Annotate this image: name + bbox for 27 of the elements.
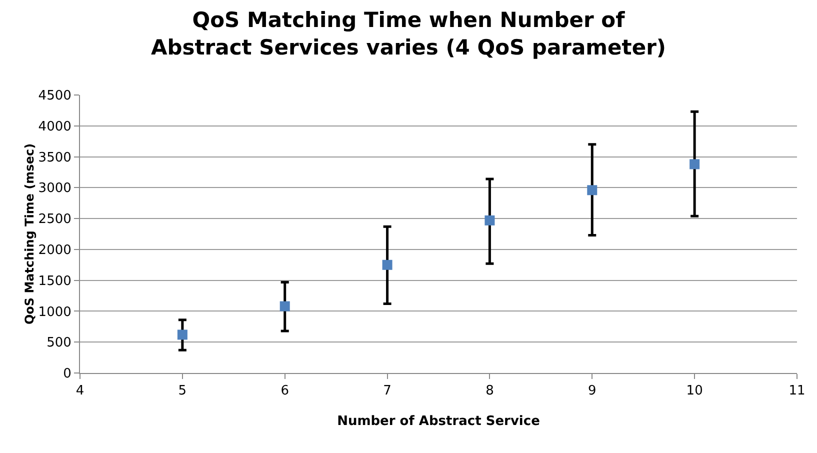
y-tick-label: 3500 (38, 150, 72, 166)
point (382, 260, 392, 270)
y-tick-label: 500 (46, 336, 72, 351)
x-axis-title: Number of Abstract Service (337, 414, 540, 430)
point (280, 301, 290, 312)
point (484, 215, 495, 226)
x-tick-label: 4 (76, 384, 84, 399)
x-tick-label: 8 (486, 384, 494, 399)
point (177, 330, 188, 340)
chart-title: QoS Matching Time when Number of Abstract Services varies (4 QoS parameter) (150, 8, 666, 60)
x-tick-label: 9 (588, 384, 596, 399)
y-tick-label: 4000 (38, 119, 72, 134)
y-tick-label: 2500 (38, 212, 72, 228)
x-tick-label: 10 (686, 384, 703, 399)
x-tick-label: 11 (788, 384, 806, 399)
y-tick-label: 0 (63, 366, 72, 382)
y-tick-label: 2000 (38, 242, 72, 258)
y-tick-label: 1000 (38, 304, 72, 320)
y-tick-label: 4500 (38, 88, 72, 104)
x-tick-label: 6 (280, 384, 289, 399)
x-tick-label: 7 (383, 384, 392, 399)
point (690, 159, 700, 170)
point (587, 185, 598, 196)
x-tick-label: 5 (178, 384, 187, 399)
y-axis-title: QoS Matching Time (msec) (22, 143, 36, 325)
y-tick-label: 3000 (38, 181, 72, 196)
y-tick-label: 1500 (38, 274, 72, 289)
